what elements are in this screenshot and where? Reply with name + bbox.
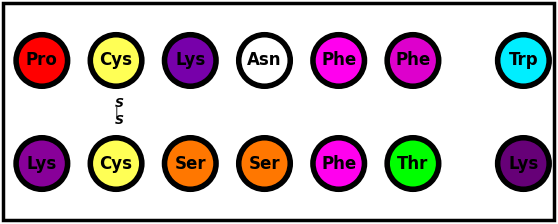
Ellipse shape [16, 35, 68, 86]
Ellipse shape [90, 138, 142, 189]
Ellipse shape [498, 35, 549, 86]
Text: Lys: Lys [508, 155, 538, 172]
Text: Cys: Cys [99, 155, 133, 172]
Text: Ser: Ser [249, 155, 280, 172]
Ellipse shape [498, 138, 549, 189]
Text: Phe: Phe [321, 155, 357, 172]
Text: |: | [114, 107, 118, 117]
Ellipse shape [387, 138, 439, 189]
Text: Thr: Thr [397, 155, 429, 172]
Ellipse shape [165, 35, 216, 86]
Text: Pro: Pro [26, 52, 58, 69]
Text: Phe: Phe [321, 52, 357, 69]
Ellipse shape [239, 138, 290, 189]
Ellipse shape [387, 35, 439, 86]
Text: S: S [114, 97, 123, 110]
Ellipse shape [16, 138, 68, 189]
Ellipse shape [313, 35, 364, 86]
Text: Phe: Phe [395, 52, 431, 69]
Text: S: S [114, 114, 123, 127]
Ellipse shape [239, 35, 290, 86]
Ellipse shape [90, 35, 142, 86]
Ellipse shape [165, 138, 216, 189]
Text: Asn: Asn [247, 52, 282, 69]
Text: Trp: Trp [508, 52, 538, 69]
Text: Lys: Lys [27, 155, 57, 172]
Ellipse shape [313, 138, 364, 189]
Text: Ser: Ser [175, 155, 206, 172]
Text: Lys: Lys [175, 52, 205, 69]
Text: Cys: Cys [99, 52, 133, 69]
